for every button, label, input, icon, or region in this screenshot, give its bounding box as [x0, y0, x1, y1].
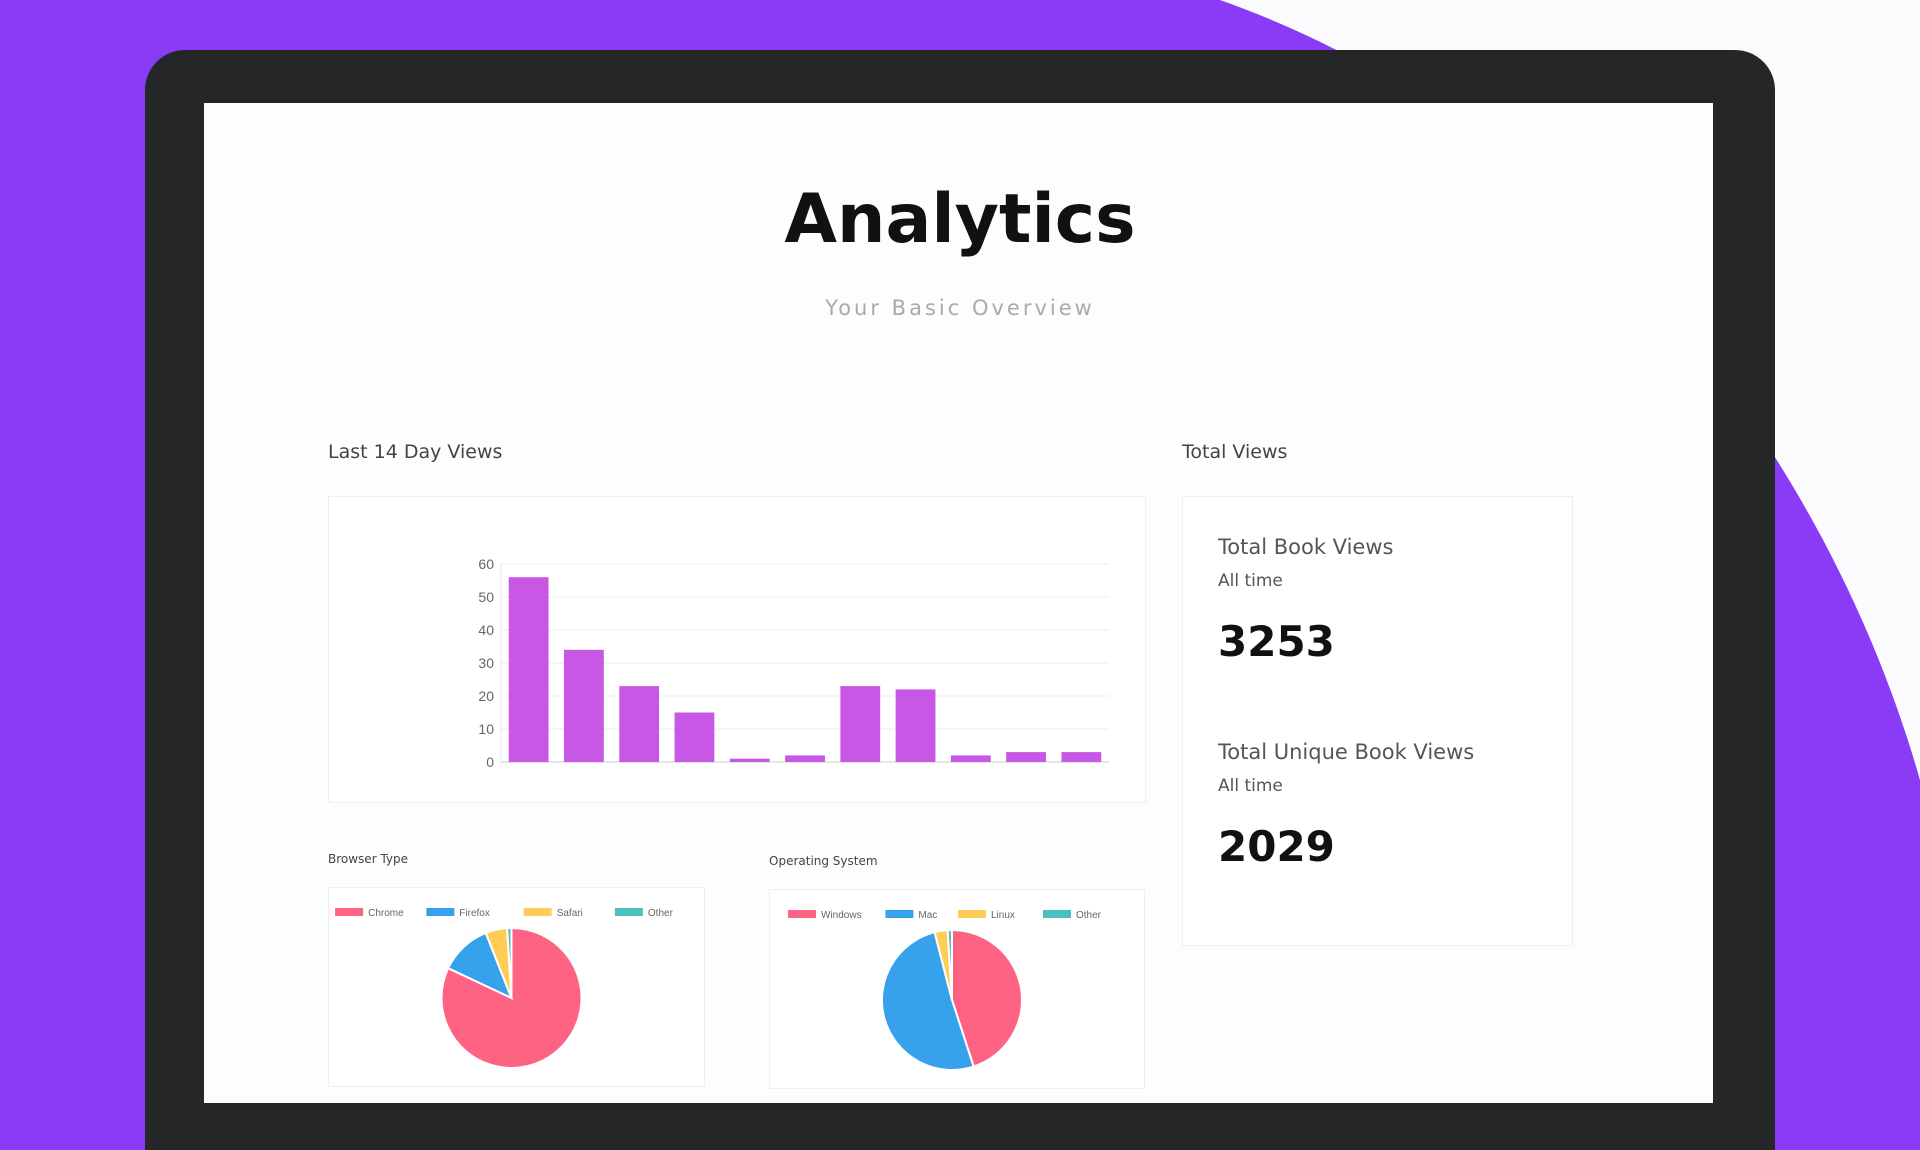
- bar-chart: 0 10 20 30 40 50 60: [478, 556, 1109, 770]
- browser-pie-chart: Chrome Firefox Safari Other: [335, 908, 674, 1069]
- total-views-heading: Total Views: [1182, 441, 1288, 463]
- bar: [895, 689, 936, 762]
- legend-label: Chrome: [368, 908, 404, 919]
- total-views-card: Total Book Views All time 3253 Total Uni…: [1182, 496, 1573, 946]
- legend-label: Windows: [821, 910, 862, 921]
- pie-slice: [881, 930, 975, 1071]
- y-tick-label: 30: [478, 655, 494, 671]
- browser-chart-card: Chrome Firefox Safari Other: [328, 887, 705, 1087]
- os-pie-chart: Windows Mac Linux Other: [788, 910, 1102, 1071]
- y-tick-label: 60: [478, 556, 494, 572]
- bar: [729, 758, 770, 762]
- legend-swatch: [885, 910, 914, 918]
- y-tick-label: 10: [478, 721, 494, 737]
- bar-chart-card: 0 10 20 30 40 50 60: [328, 496, 1146, 803]
- legend-label: Safari: [557, 908, 583, 919]
- total-unique-views-label: Total Unique Book Views: [1218, 740, 1475, 764]
- legend-swatch: [335, 908, 364, 916]
- y-tick-label: 50: [478, 589, 494, 605]
- bar: [1061, 752, 1102, 762]
- pie-slice: [506, 926, 513, 999]
- os-heading: Operating System: [769, 854, 878, 868]
- y-tick-label: 0: [486, 754, 494, 770]
- bar: [950, 755, 991, 762]
- total-unique-views-period: All time: [1218, 776, 1283, 796]
- last-14-day-views-heading: Last 14 Day Views: [328, 441, 503, 463]
- page-subtitle: Your Basic Overview: [825, 296, 1095, 320]
- legend-swatch: [788, 910, 816, 918]
- legend-label: Other: [648, 908, 674, 919]
- legend-swatch: [614, 908, 643, 916]
- y-tick-label: 20: [478, 688, 494, 704]
- legend-swatch: [958, 910, 986, 918]
- legend-label: Other: [1076, 910, 1102, 921]
- bar: [840, 686, 881, 762]
- legend-label: Mac: [918, 910, 937, 921]
- legend-swatch: [426, 908, 455, 916]
- bar: [785, 755, 825, 762]
- bar: [674, 712, 715, 762]
- bar: [564, 649, 604, 762]
- bar: [1006, 752, 1046, 762]
- pie-slice: [946, 928, 953, 1001]
- browser-type-heading: Browser Type: [328, 852, 409, 866]
- legend-swatch: [523, 908, 552, 916]
- total-book-views-value: 3253: [1218, 617, 1335, 666]
- bar: [619, 686, 660, 762]
- y-tick-label: 40: [478, 622, 494, 638]
- total-unique-views-value: 2029: [1218, 822, 1335, 871]
- legend-label: Linux: [991, 910, 1015, 921]
- legend-swatch: [1043, 910, 1071, 918]
- page-title: Analytics: [784, 180, 1136, 259]
- pie-slice: [951, 928, 1023, 1068]
- total-book-views-label: Total Book Views: [1218, 535, 1394, 559]
- os-chart-card: Windows Mac Linux Other: [769, 889, 1145, 1089]
- legend-label: Firefox: [459, 908, 490, 919]
- bar: [508, 577, 549, 762]
- total-book-views-period: All time: [1218, 571, 1283, 591]
